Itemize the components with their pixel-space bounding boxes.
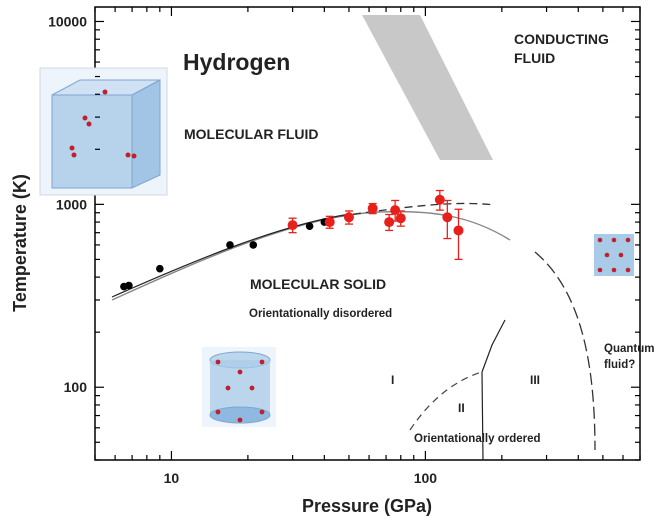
phase-I-III-boundary [481, 371, 484, 461]
red-data-point [390, 205, 401, 216]
phase-boundaries [111, 15, 596, 461]
label-quantum-fluid: fluid? [604, 359, 635, 371]
y-tick-label: 1000 [56, 196, 87, 212]
label-conducting: CONDUCTING [514, 31, 609, 47]
label-molecular-solid: MOLECULAR SOLID [250, 276, 386, 292]
red-data-point [343, 212, 354, 223]
phase-I-III-upper [481, 319, 506, 373]
label-conducting-fluid: FLUID [514, 50, 555, 66]
x-tick-label: 100 [414, 470, 438, 486]
black-data-point [226, 241, 234, 249]
red-data-point [287, 220, 298, 231]
y-tick-label: 10000 [48, 13, 87, 29]
red-data-point [384, 217, 395, 228]
phase-III-lattice-image [594, 234, 634, 276]
label-phase-III: III [530, 373, 540, 387]
red-data-point [434, 194, 445, 205]
red-data-point [395, 213, 406, 224]
melting-line-dashed [339, 202, 496, 217]
black-data-point [156, 264, 164, 273]
phase-III-boundary [534, 251, 596, 451]
red-data-point [367, 203, 378, 214]
grey-band [362, 15, 493, 160]
x-axis-title: Pressure (GPa) [302, 496, 432, 516]
y-axis-title: Temperature (K) [10, 174, 30, 312]
red-data-point [442, 212, 453, 223]
data-points [120, 189, 464, 291]
label-phase-II: II [458, 401, 465, 415]
plot-frame [94, 6, 641, 461]
label-orient-disordered: Orientationally disordered [249, 308, 392, 320]
black-data-point [125, 281, 133, 290]
black-data-point [249, 241, 258, 249]
axis-ticks: 10 100 100 1000 10000 [48, 7, 641, 486]
label-quantum: Quantum [604, 343, 654, 355]
label-phase-I: I [391, 373, 394, 387]
red-data-point [453, 225, 464, 236]
x-tick-label: 10 [164, 470, 180, 486]
molecular-fluid-cube-image [39, 67, 168, 196]
chart-title: Hydrogen [183, 49, 290, 75]
phase-I-II-boundary [409, 371, 483, 431]
molecular-solid-lattice-image [202, 347, 276, 427]
label-orient-ordered: Orientationally ordered [414, 433, 541, 445]
y-tick-label: 100 [64, 379, 88, 395]
label-molecular-fluid: MOLECULAR FLUID [184, 126, 319, 142]
black-data-point [305, 222, 314, 230]
red-data-point [324, 217, 335, 228]
